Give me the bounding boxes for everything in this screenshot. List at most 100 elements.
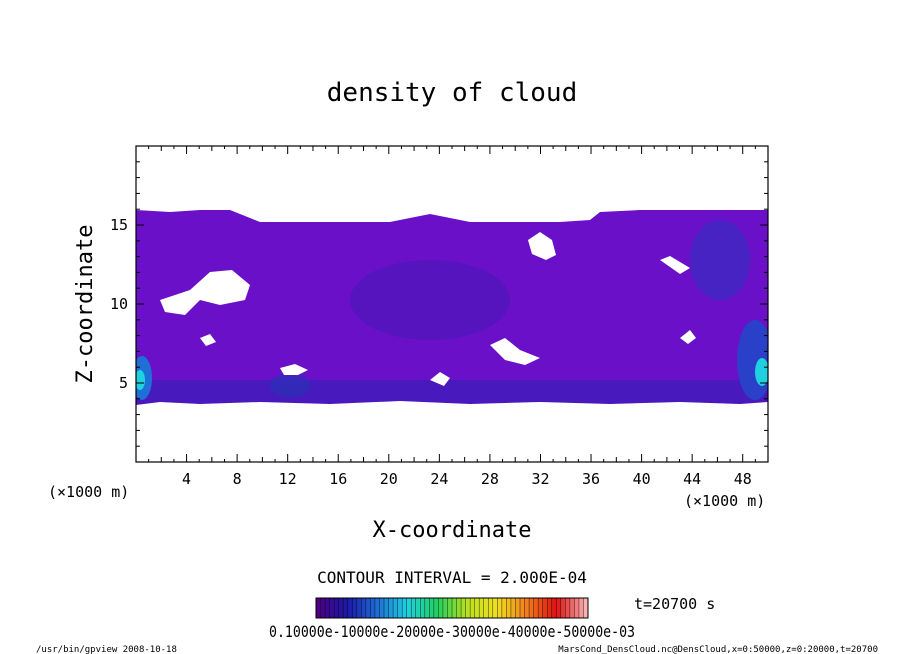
y-tick-label: 5 <box>119 374 128 392</box>
colorbar-swatch <box>456 598 462 618</box>
x-tick-label: 48 <box>734 470 752 488</box>
colorbar-swatch <box>402 598 408 618</box>
footer-program-date: /usr/bin/gpview 2008-10-18 <box>36 645 177 654</box>
y-tick-marks <box>136 145 768 463</box>
time-label: t=20700 s <box>634 595 715 613</box>
colorbar-swatch <box>483 598 489 618</box>
colorbar-swatch <box>560 598 566 618</box>
colorbar-swatch <box>356 598 362 618</box>
colorbar-swatch <box>411 598 417 618</box>
colorbar-tick-labels: 0.10000e-10000e-20000e-30000e-40000e-500… <box>269 622 635 641</box>
x-tick-label: 20 <box>380 470 398 488</box>
colorbar-swatch <box>524 598 530 618</box>
x-tick-label: 32 <box>531 470 549 488</box>
x-tick-label: 16 <box>329 470 347 488</box>
colorbar-swatch <box>474 598 480 618</box>
cloud-bottom-edge <box>136 401 768 462</box>
clear-gap <box>280 364 308 375</box>
colorbar-swatch <box>529 598 535 618</box>
dense-core-right-inner <box>755 358 768 386</box>
clear-gap <box>200 334 216 346</box>
x-unit-label: (×1000 m) <box>684 492 765 510</box>
colorbar-swatch <box>347 598 353 618</box>
colorbar-swatch <box>325 598 331 618</box>
x-tick-labels: 4 8 12 16 20 24 28 32 36 40 44 48 <box>182 470 752 488</box>
colorbar-swatch <box>442 598 448 618</box>
colorbar-swatch <box>338 598 344 618</box>
colorbar-swatch <box>447 598 453 618</box>
dense-band-low <box>136 380 768 404</box>
colorbar-swatch <box>343 598 349 618</box>
colorbar-swatch <box>520 598 526 618</box>
x-tick-label: 28 <box>481 470 499 488</box>
colorbar-swatch <box>551 598 557 618</box>
colorbar-swatch <box>556 598 562 618</box>
colorbar-swatch <box>329 598 335 618</box>
colorbar-swatch <box>465 598 471 618</box>
colorbar-swatch <box>538 598 544 618</box>
colorbar <box>315 598 589 618</box>
colorbar-swatch <box>406 598 412 618</box>
clear-gap <box>430 372 450 386</box>
dense-patch <box>690 220 750 300</box>
x-tick-marks <box>135 146 769 462</box>
cloud-top-edge <box>136 146 768 222</box>
clear-gap <box>528 232 556 260</box>
colorbar-swatch <box>374 598 380 618</box>
colorbar-swatch <box>452 598 458 618</box>
colorbar-swatch <box>501 598 507 618</box>
colorbar-swatch <box>415 598 421 618</box>
colorbar-swatch <box>352 598 358 618</box>
colorbar-swatch <box>384 598 390 618</box>
colorbar-swatch <box>565 598 571 618</box>
colorbar-swatch <box>574 598 580 618</box>
y-tick-labels: 5 10 15 <box>110 216 128 392</box>
colorbar-swatch <box>470 598 476 618</box>
y-tick-label: 10 <box>110 295 128 313</box>
x-tick-label: 12 <box>279 470 297 488</box>
colorbar-swatch <box>397 598 403 618</box>
y-axis-title: Z-coordinate <box>73 225 98 384</box>
colorbar-swatch <box>547 598 553 618</box>
colorbar-swatch <box>515 598 521 618</box>
colorbar-swatch <box>479 598 485 618</box>
colorbar-swatch <box>533 598 539 618</box>
colorbar-swatch <box>461 598 467 618</box>
colorbar-swatch <box>365 598 371 618</box>
colorbar-swatch <box>488 598 494 618</box>
colorbar-swatch <box>429 598 435 618</box>
colorbar-swatch <box>506 598 512 618</box>
colorbar-swatch <box>497 598 503 618</box>
dense-patch <box>350 260 510 340</box>
colorbar-swatch <box>393 598 399 618</box>
colorbar-swatch <box>578 598 584 618</box>
colorbar-swatch <box>569 598 575 618</box>
clear-gap <box>490 338 540 365</box>
clear-gap <box>160 270 250 315</box>
colorbar-swatch <box>492 598 498 618</box>
dense-core-left-inner <box>136 370 145 390</box>
clear-gap <box>680 330 696 344</box>
colorbar-swatch <box>420 598 426 618</box>
y-unit-label: (×1000 m) <box>48 483 129 501</box>
colorbar-swatch <box>320 598 326 618</box>
colorbar-swatch <box>424 598 430 618</box>
colorbar-swatch <box>379 598 385 618</box>
colorbar-frame <box>315 597 589 619</box>
y-tick-label: 15 <box>110 216 128 234</box>
colorbar-swatch <box>316 598 322 618</box>
dense-patch <box>270 373 310 397</box>
x-tick-label: 8 <box>233 470 242 488</box>
x-tick-label: 40 <box>633 470 651 488</box>
colorbar-swatch <box>583 598 589 618</box>
colorbar-swatch <box>334 598 340 618</box>
colorbar-swatch <box>433 598 439 618</box>
x-tick-label: 36 <box>582 470 600 488</box>
x-axis-title: X-coordinate <box>373 518 532 543</box>
x-tick-label: 4 <box>182 470 191 488</box>
colorbar-swatch <box>370 598 376 618</box>
cloud-density-field <box>136 146 768 462</box>
colorbar-swatch <box>542 598 548 618</box>
contour-interval-label: CONTOUR INTERVAL = 2.000E-04 <box>317 568 587 587</box>
